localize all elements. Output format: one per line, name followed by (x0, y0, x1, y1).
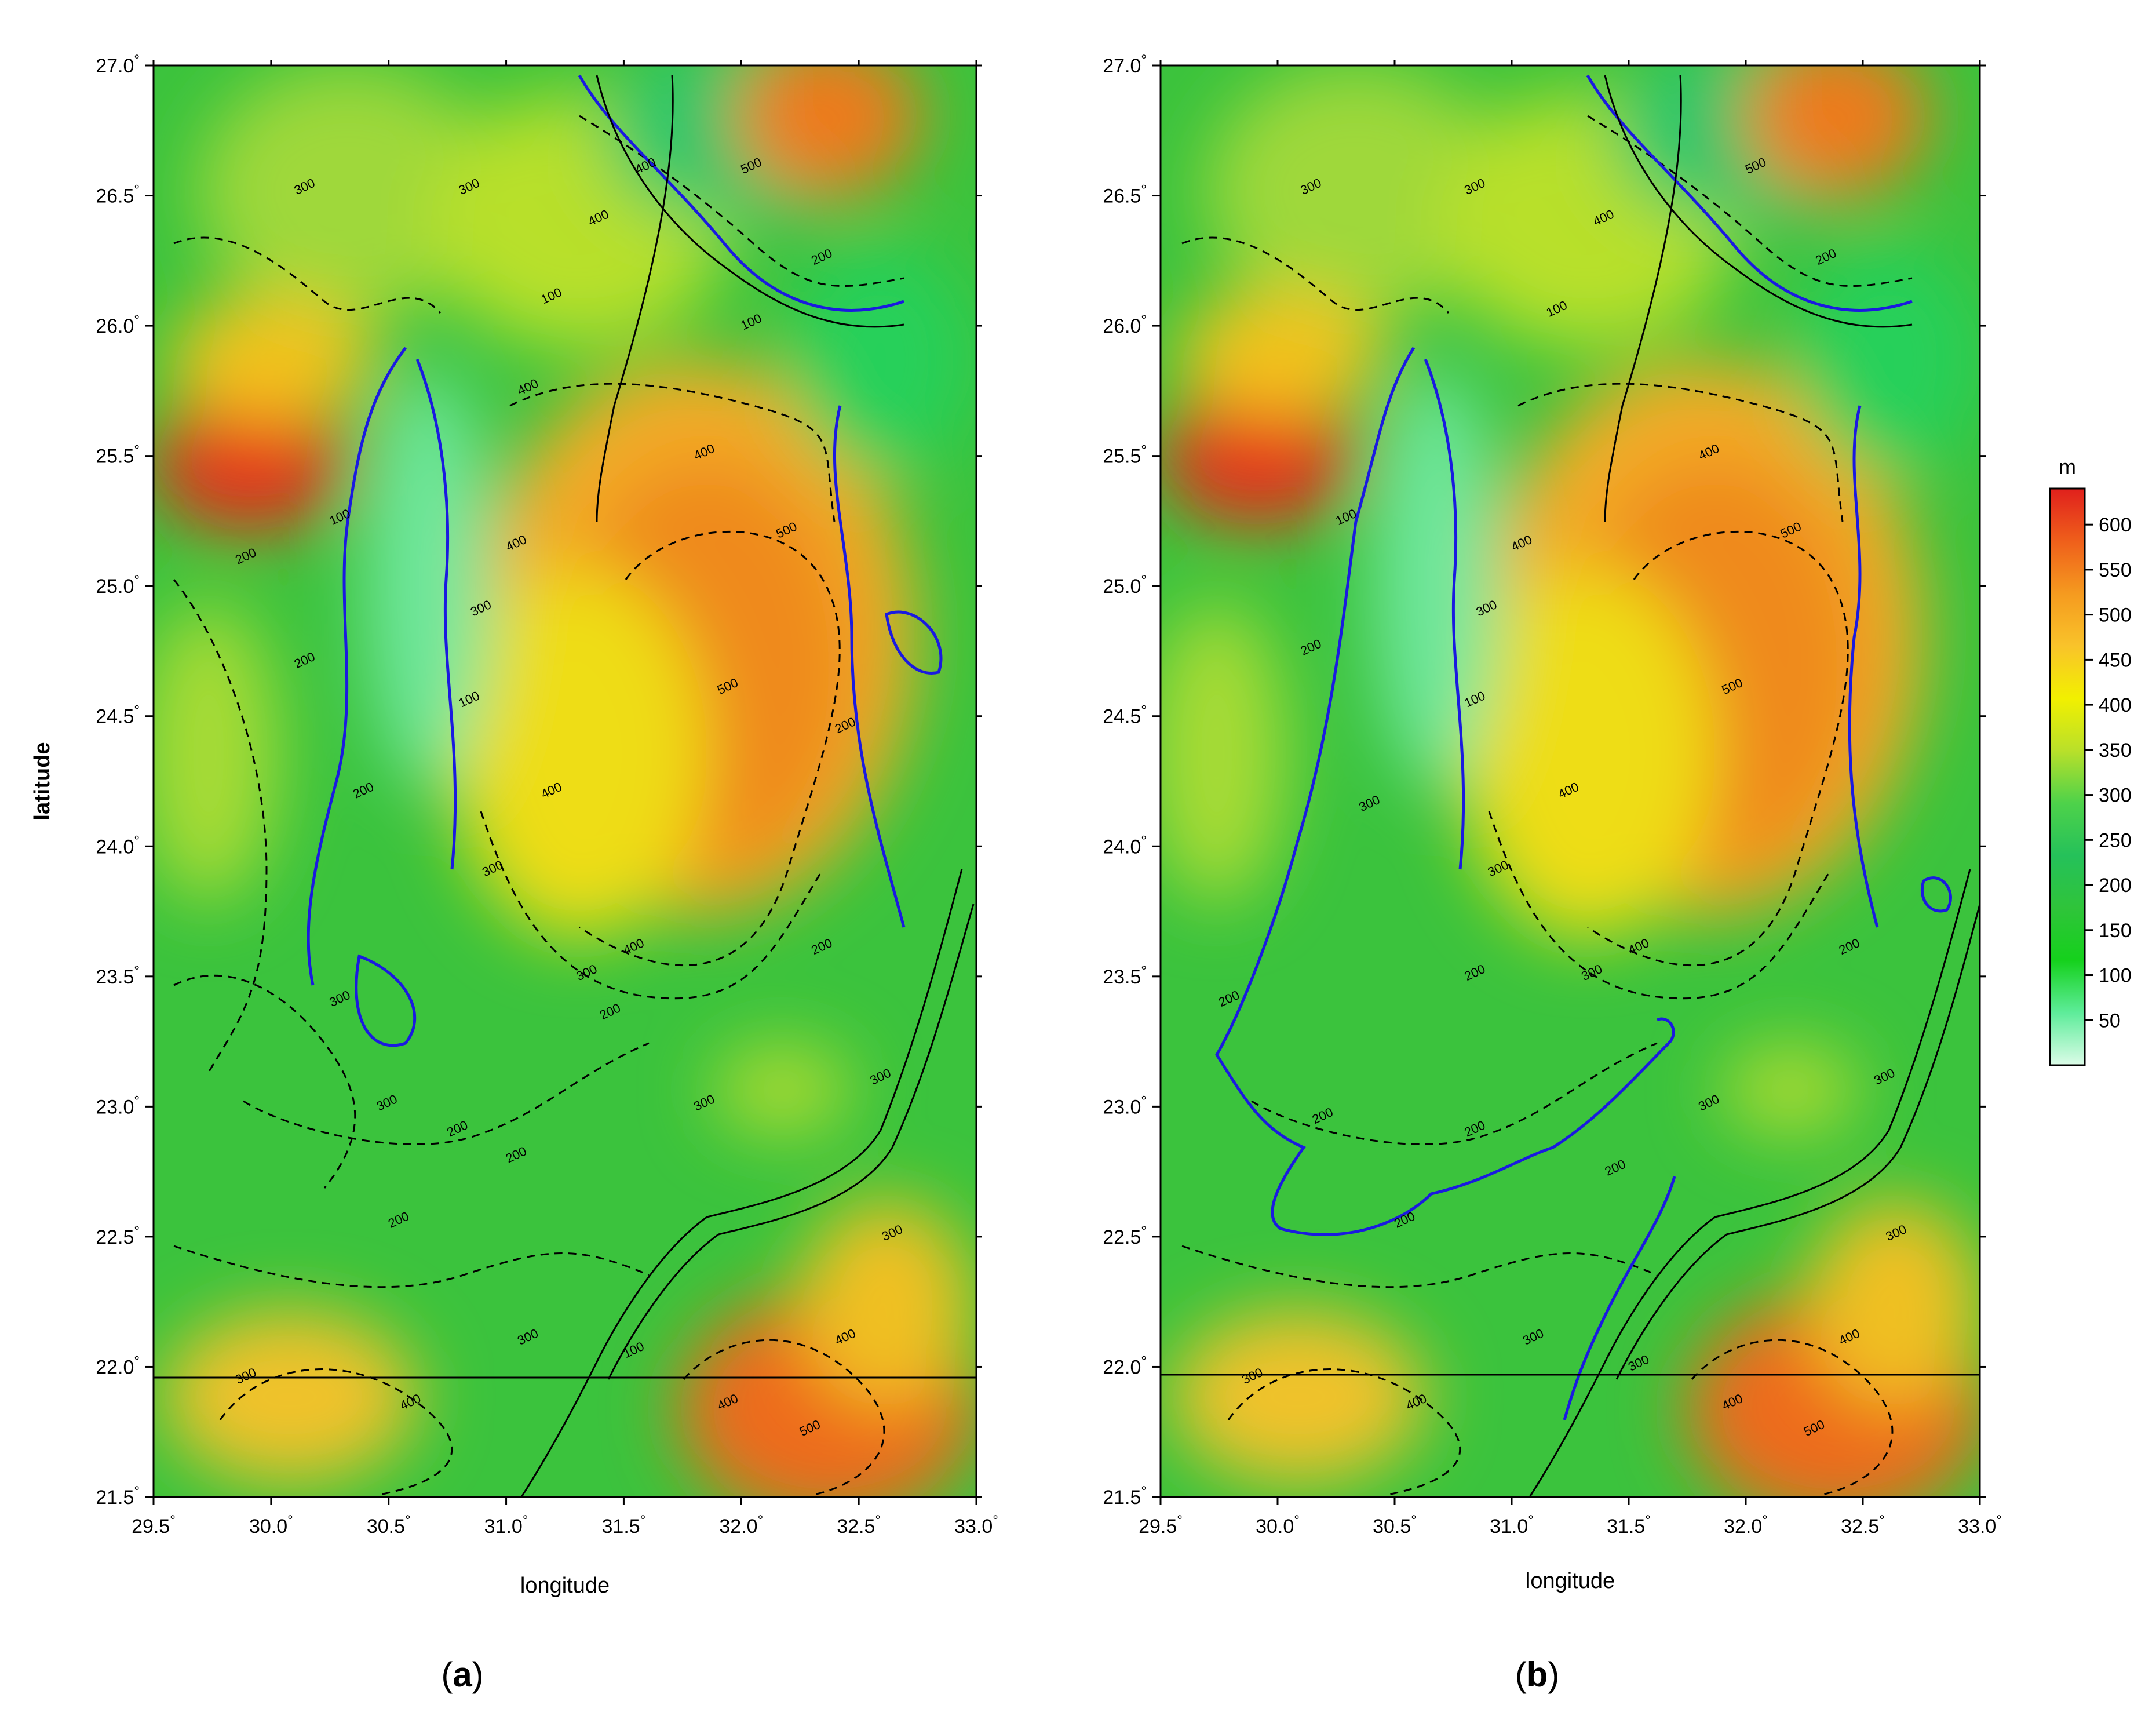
colorbar-tick-label: 200 (2099, 875, 2132, 897)
x-tick-label: 31.0° (1490, 1513, 1534, 1538)
colorbar-bar (2049, 487, 2086, 1066)
y-tick-label: 23.0° (1103, 1093, 1147, 1118)
y-tick-label: 26.5° (1103, 183, 1147, 207)
y-tick-label: 25.0° (96, 573, 140, 598)
colorbar-tick-label: 450 (2099, 649, 2132, 671)
y-tick-label: 26.0° (1103, 312, 1147, 337)
y-tick-label: 23.5° (96, 963, 140, 988)
y-tick-label: 24.0° (1103, 833, 1147, 858)
panel-a-xlabel: longitude (520, 1573, 610, 1598)
colorbar-tick-label: 300 (2099, 785, 2132, 807)
y-tick-label: 27.0° (1103, 52, 1147, 77)
colorbar-tick-label: 150 (2099, 920, 2132, 942)
colorbar-tick-label: 50 (2099, 1010, 2121, 1032)
x-tick-label: 30.5° (1373, 1513, 1417, 1538)
x-tick-label: 32.0° (719, 1513, 763, 1538)
x-tick-label: 29.5° (132, 1513, 176, 1538)
x-tick-label: 30.0° (249, 1513, 293, 1538)
x-tick-label: 30.5° (367, 1513, 411, 1538)
colorbar-tick-label: 550 (2099, 559, 2132, 581)
y-tick-label: 25.5° (1103, 443, 1147, 468)
y-tick-label: 26.0° (96, 312, 140, 337)
x-tick-label: 31.5° (602, 1513, 646, 1538)
panel-b-frame (1159, 64, 1981, 1498)
y-tick-label: 24.5° (96, 703, 140, 728)
x-tick-label: 33.0° (1958, 1513, 2002, 1538)
y-tick-label: 25.0° (1103, 573, 1147, 598)
panel-b-axes: 29.5° 30.0° 30.5° 31.0° 31.5° 32.0° 32.5° 33.0°… (1103, 52, 2002, 1538)
panel-a-ylabel: latitude (30, 742, 54, 820)
y-tick-label: 24.0° (96, 833, 140, 858)
x-tick-label: 30.0° (1256, 1513, 1300, 1538)
y-tick-label: 22.0° (1103, 1353, 1147, 1378)
colorbar-ticks: 600 550 500 450 400 350 300 250 200 150 100 50 (2085, 514, 2132, 1032)
y-tick-label: 23.5° (1103, 963, 1147, 988)
y-tick-label: 21.5° (1103, 1484, 1147, 1509)
x-tick-label: 31.5° (1607, 1513, 1651, 1538)
x-tick-label: 32.5° (837, 1513, 881, 1538)
y-tick-label: 22.5° (1103, 1223, 1147, 1248)
y-tick-label: 26.5° (96, 183, 140, 207)
colorbar-tick-label: 350 (2099, 740, 2132, 762)
y-tick-label: 21.5° (96, 1484, 140, 1509)
x-tick-label: 32.0° (1724, 1513, 1768, 1538)
colorbar: m 600 550 500 450 400 350 300 250 200 150 100 50 (2049, 455, 2132, 1066)
y-tick-label: 24.5° (1103, 703, 1147, 728)
colorbar-tick-label: 400 (2099, 694, 2132, 716)
panel-b-map: 300 3004001005002004005004001003002005001… (1161, 65, 1980, 1497)
panel-a-axes: 29.5° 30.0° 30.5° 31.0° 31.5° 32.0° 32.5° 33.0°… (96, 52, 998, 1538)
x-tick-label: 32.5° (1841, 1513, 1885, 1538)
x-tick-label: 33.0° (954, 1513, 998, 1538)
y-tick-label: 25.5° (96, 443, 140, 468)
colorbar-unit: m (2059, 455, 2076, 479)
x-tick-label: 31.0° (484, 1513, 528, 1538)
panel-a-frame (152, 64, 977, 1498)
panel-b: 300 3004001005002004005004001003002005001… (1103, 52, 2002, 1694)
colorbar-tick-label: 250 (2099, 829, 2132, 851)
y-tick-label: 22.5° (96, 1223, 140, 1248)
colorbar-tick-label: 100 (2099, 965, 2132, 987)
colorbar-tick-label: 600 (2099, 514, 2132, 536)
panel-b-xlabel: longitude (1526, 1569, 1615, 1593)
panel-a-caption: (a) (441, 1655, 483, 1694)
y-tick-label: 27.0° (96, 52, 140, 77)
y-tick-label: 23.0° (96, 1093, 140, 1118)
x-tick-label: 29.5° (1139, 1513, 1183, 1538)
colorbar-tick-label: 500 (2099, 604, 2132, 626)
y-tick-label: 22.0° (96, 1353, 140, 1378)
panel-b-caption: (b) (1515, 1655, 1560, 1694)
